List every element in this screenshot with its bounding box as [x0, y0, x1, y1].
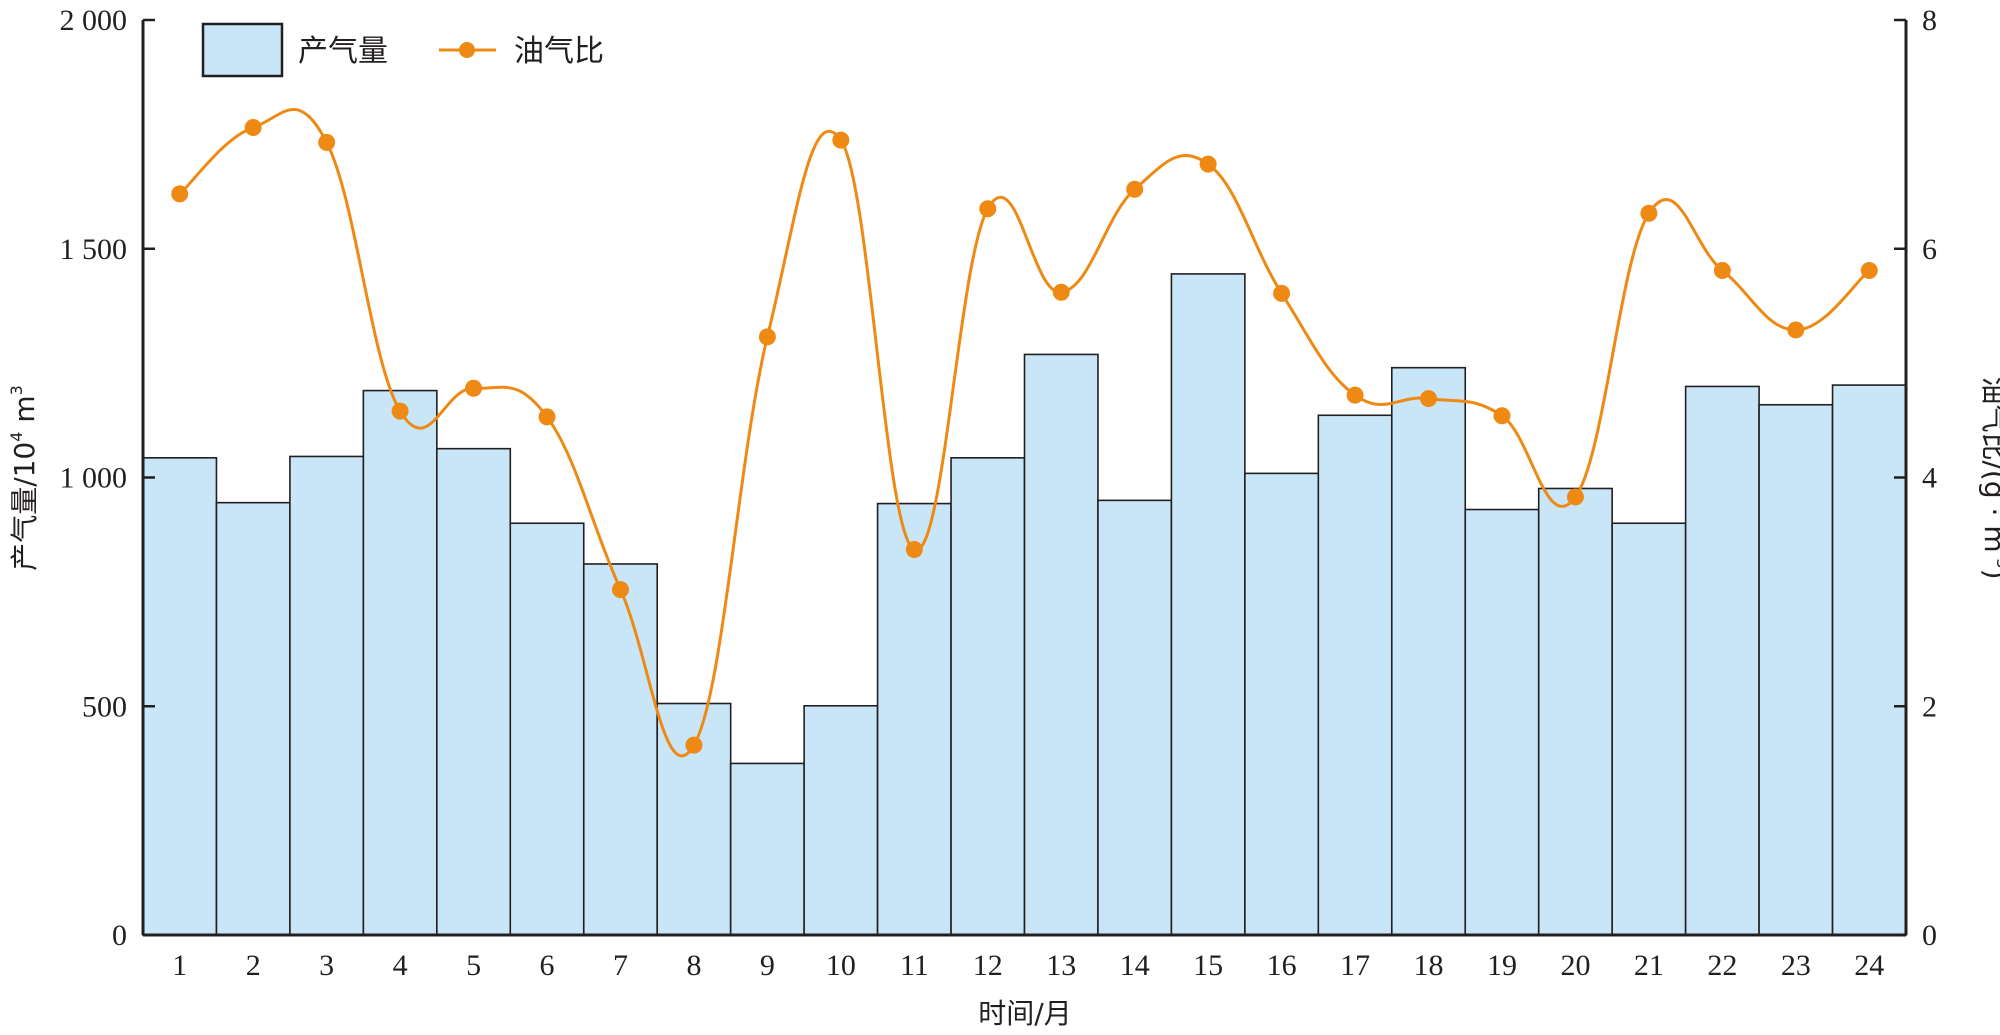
- ratio-point-month-19: [1493, 407, 1511, 425]
- x-tick-label: 11: [900, 949, 929, 982]
- ratio-point-month-21: [1640, 204, 1658, 222]
- bar-month-4: [362, 389, 438, 936]
- oil-gas-ratio-series: [171, 108, 1878, 758]
- ratio-point-month-13: [1052, 283, 1070, 301]
- ratio-point-month-14: [1126, 180, 1144, 198]
- x-tick-labels: 1 2 3 4 5 6 7 8 9 10 11 12 13 14 15 16 17 18 19 20 21 22 23 24: [172, 949, 1884, 982]
- x-tick-label: 21: [1634, 949, 1664, 982]
- ratio-point-month-4: [391, 402, 409, 420]
- ratio-point-month-1: [171, 185, 189, 203]
- legend: 产气量 油气比: [201, 22, 604, 78]
- ratio-point-month-8: [685, 736, 703, 754]
- left-tick-label: 1 000: [60, 462, 128, 495]
- left-tick-label: 0: [112, 919, 127, 952]
- ratio-point-month-5: [465, 379, 483, 397]
- x-tick-label: 24: [1854, 949, 1884, 982]
- right-tick-label: 4: [1922, 462, 1937, 495]
- x-tick-label: 5: [466, 949, 481, 982]
- bar-month-11: [876, 502, 952, 936]
- x-tick-label: 18: [1414, 949, 1444, 982]
- legend-swatch-marker: [459, 42, 475, 58]
- x-tick-label: 20: [1560, 949, 1590, 982]
- ratio-point-month-23: [1787, 321, 1805, 339]
- ratio-point-month-24: [1860, 261, 1878, 279]
- x-tick-label: 4: [393, 949, 408, 982]
- bar-month-21: [1611, 522, 1687, 936]
- left-tick-label: 1 500: [60, 233, 128, 266]
- x-tick-label: 15: [1193, 949, 1223, 982]
- ratio-point-month-2: [244, 119, 262, 137]
- x-tick-label: 6: [540, 949, 555, 982]
- bar-month-14: [1097, 499, 1173, 936]
- bar-month-3: [289, 455, 365, 936]
- bar-month-1: [142, 457, 218, 936]
- ratio-point-month-11: [905, 541, 923, 559]
- ratio-point-month-17: [1346, 386, 1364, 404]
- ratio-point-month-10: [832, 131, 850, 149]
- x-tick-label: 1: [172, 949, 187, 982]
- x-tick-label: 9: [760, 949, 775, 982]
- bar-month-24: [1831, 384, 1907, 936]
- legend-swatch-bar: [201, 22, 284, 78]
- x-tick-label: 22: [1707, 949, 1737, 982]
- left-tick-label: 500: [82, 690, 127, 723]
- ratio-point-month-18: [1420, 390, 1438, 408]
- bar-month-6: [509, 522, 585, 936]
- legend-label-ratio: 油气比: [514, 34, 604, 69]
- left-y-axis-title: 产气量/104 m3: [7, 385, 41, 571]
- x-tick-label: 3: [319, 949, 334, 982]
- ratio-point-month-9: [758, 328, 776, 346]
- bar-month-16: [1244, 472, 1320, 936]
- ratio-point-month-22: [1713, 261, 1731, 279]
- bar-month-10: [803, 704, 879, 936]
- bar-month-22: [1684, 385, 1760, 936]
- ratio-point-month-12: [979, 200, 997, 218]
- ratio-point-month-7: [611, 581, 629, 599]
- bar-month-9: [729, 762, 805, 936]
- x-tick-label: 16: [1267, 949, 1297, 982]
- ratio-point-month-15: [1199, 155, 1217, 173]
- x-tick-label: 23: [1781, 949, 1811, 982]
- bar-month-15: [1170, 273, 1246, 936]
- x-tick-label: 19: [1487, 949, 1517, 982]
- left-tick-label: 2 000: [60, 4, 128, 37]
- bar-month-17: [1317, 414, 1393, 936]
- right-y-axis-title: 油气比/(g · m-3): [1978, 377, 2000, 580]
- ratio-point-month-20: [1566, 488, 1584, 506]
- right-tick-label: 2: [1922, 690, 1937, 723]
- x-axis-title: 时间/月: [978, 997, 1071, 1030]
- bar-month-2: [215, 501, 291, 936]
- gas-production-bars: [142, 273, 1907, 936]
- bar-month-13: [1023, 353, 1099, 936]
- bar-month-19: [1464, 508, 1540, 936]
- x-tick-label: 7: [613, 949, 628, 982]
- ratio-point-month-3: [318, 133, 336, 151]
- right-y-ticks: 0 2 4 6 8: [1894, 4, 1937, 952]
- bar-month-7: [582, 563, 659, 936]
- bar-month-20: [1537, 487, 1613, 936]
- bar-month-18: [1390, 366, 1467, 936]
- x-tick-label: 13: [1046, 949, 1076, 982]
- left-y-ticks: 0 500 1 000 1 500 2 000: [60, 4, 155, 952]
- bar-month-5: [436, 447, 512, 936]
- ratio-point-month-16: [1273, 284, 1291, 302]
- legend-label-gas: 产气量: [298, 34, 388, 69]
- bar-month-23: [1758, 403, 1834, 936]
- bar-month-12: [950, 457, 1026, 936]
- right-tick-label: 6: [1922, 233, 1937, 266]
- x-tick-label: 17: [1340, 949, 1370, 982]
- ratio-point-month-6: [538, 408, 556, 426]
- x-tick-label: 14: [1120, 949, 1150, 982]
- x-tick-label: 10: [826, 949, 856, 982]
- right-tick-label: 0: [1922, 919, 1937, 952]
- x-tick-label: 2: [246, 949, 261, 982]
- x-tick-label: 8: [686, 949, 701, 982]
- x-tick-label: 12: [973, 949, 1003, 982]
- right-tick-label: 8: [1922, 4, 1937, 37]
